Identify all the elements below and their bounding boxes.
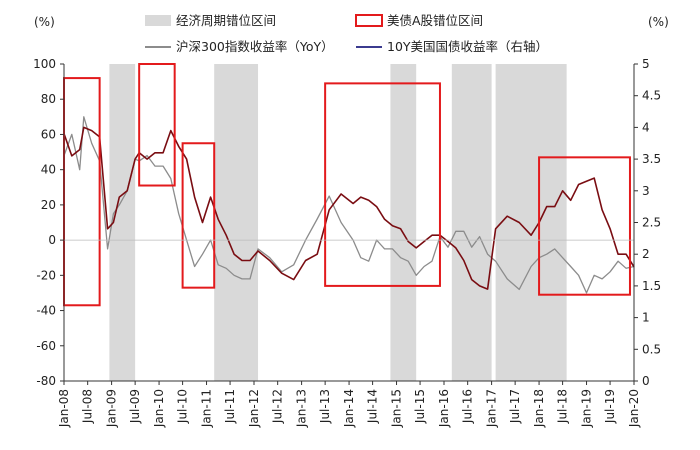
left-axis-unit: (%) (34, 15, 55, 29)
x-tick-label: Jul-19 (603, 389, 617, 424)
right-tick-label: 5 (642, 57, 650, 71)
x-tick-label: Jan-11 (200, 389, 214, 428)
x-tick-label: Jan-13 (295, 389, 309, 428)
mismatch-box (138, 63, 176, 187)
x-tick-label: Jul-12 (271, 389, 285, 424)
shaded-range (214, 64, 259, 381)
x-tick-label: Jan-15 (390, 389, 404, 428)
shade-layer (109, 64, 567, 381)
x-tick-label: Jan-17 (485, 389, 499, 428)
right-tick-label: 0.5 (642, 342, 661, 356)
x-tick-label: Jan-12 (247, 389, 261, 428)
x-tick-label: Jul-15 (413, 389, 427, 424)
shaded-range (390, 64, 417, 381)
legend-label-box: 美债A股错位区间 (387, 13, 483, 28)
legend-swatch-shade (145, 15, 171, 26)
right-tick-label: 2.5 (642, 216, 661, 230)
axes-layer: 100 80 60 40 20 0 -20 -40 -60 -80 5 4.5 4 3.5 3 2.5 2 1.5… (33, 57, 661, 428)
right-tick-label: 3 (642, 184, 650, 198)
x-tick-label: Jul-09 (128, 389, 142, 424)
x-tick-label: Jan-20 (627, 389, 641, 428)
left-tick-label: 20 (41, 198, 56, 212)
legend-swatch-box (355, 14, 383, 27)
left-tick-label: -20 (36, 268, 56, 282)
x-tick-label: Jul-16 (461, 389, 475, 424)
x-tick-label: Jan-19 (580, 389, 594, 428)
left-tick-label: 40 (41, 163, 56, 177)
legend-label-shade: 经济周期错位区间 (176, 13, 276, 28)
left-tick-label: 0 (48, 233, 56, 247)
shaded-range (451, 64, 492, 381)
x-tick-label: Jul-14 (366, 389, 380, 424)
right-tick-label: 1.5 (642, 279, 661, 293)
left-tick-label: -40 (36, 304, 56, 318)
right-tick-label: 0 (642, 374, 650, 388)
legend-label-bond: 10Y美国国债收益率（右轴） (387, 39, 548, 54)
left-tick-label: 80 (41, 92, 56, 106)
x-tick-label: Jan-16 (437, 389, 451, 428)
x-tick-label: Jul-10 (176, 389, 190, 424)
mismatch-box (538, 156, 631, 296)
left-tick-label: 100 (33, 57, 56, 71)
x-tick-label: Jan-09 (105, 389, 119, 428)
left-tick-label: -60 (36, 339, 56, 353)
legend-label-csi: 沪深300指数收益率（YoY） (176, 39, 334, 54)
x-tick-label: Jan-08 (57, 389, 71, 428)
right-tick-label: 4.5 (642, 89, 661, 103)
legend: 经济周期错位区间 美债A股错位区间 沪深300指数收益率（YoY） 10Y美国国… (145, 13, 548, 54)
left-tick-label: -80 (36, 374, 56, 388)
x-tick-label: Jul-17 (508, 389, 522, 424)
mismatch-box (181, 142, 216, 289)
right-tick-label: 2 (642, 247, 650, 261)
left-tick-label: 60 (41, 127, 56, 141)
x-tick-label: Jan-10 (152, 389, 166, 428)
mismatch-box (63, 77, 101, 307)
x-tick-label: Jul-18 (556, 389, 570, 424)
shaded-range (495, 64, 567, 381)
x-tick-label: Jul-13 (318, 389, 332, 424)
right-tick-label: 4 (642, 120, 650, 134)
mismatch-box (324, 82, 441, 287)
x-tick-label: Jan-18 (532, 389, 546, 428)
x-tick-label: Jan-14 (342, 389, 356, 428)
x-tick-label: Jul-11 (223, 389, 237, 424)
right-axis-unit: (%) (648, 15, 669, 29)
series-line-bond (63, 126, 635, 290)
x-tick-label: Jul-08 (81, 389, 95, 424)
right-tick-label: 1 (642, 311, 650, 325)
right-tick-label: 3.5 (642, 152, 661, 166)
